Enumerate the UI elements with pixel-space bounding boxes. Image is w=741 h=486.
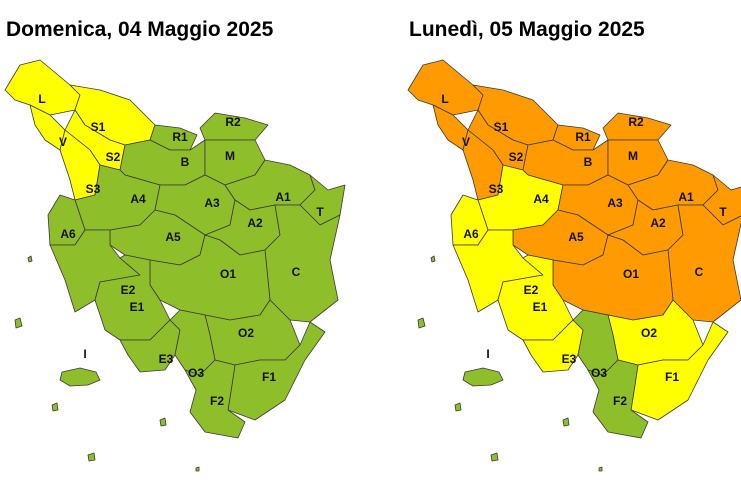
zone-label: A6 <box>60 227 76 241</box>
zone-label: F2 <box>210 394 224 408</box>
zone-label: A6 <box>463 227 479 241</box>
zone-label: R2 <box>628 115 644 129</box>
zone-label: E3 <box>562 352 577 366</box>
zone-label: B <box>181 155 190 169</box>
alert-zone <box>94 254 171 341</box>
zone-label: L <box>441 92 448 106</box>
zone-label: A5 <box>165 230 181 244</box>
zone-label: S1 <box>494 120 509 134</box>
zone-label: S2 <box>106 150 121 164</box>
zone-label: C <box>695 265 704 279</box>
zone-label: A2 <box>650 216 666 230</box>
map-title: Domenica, 04 Maggio 2025 <box>6 18 274 41</box>
zone-label: T <box>719 205 727 219</box>
alert-zone <box>667 204 741 323</box>
zone-label: A4 <box>130 192 146 206</box>
zone-label: B <box>584 155 593 169</box>
zone-label: E3 <box>159 352 174 366</box>
zone-label: A3 <box>607 196 623 210</box>
zone-label: V <box>462 135 470 149</box>
zone-label: O1 <box>623 267 639 281</box>
alert-zone <box>184 359 246 439</box>
zone-label: A2 <box>247 216 263 230</box>
zone-label: E2 <box>524 283 539 297</box>
alert-zone <box>4 59 81 116</box>
zone-label: F2 <box>613 394 627 408</box>
zone-label: O3 <box>591 366 607 380</box>
alert-zone <box>587 359 649 439</box>
zone-label: C <box>292 265 301 279</box>
zone-label: L <box>38 92 45 106</box>
zone-label: S2 <box>509 150 524 164</box>
zone-label: E2 <box>121 283 136 297</box>
zone-label: A4 <box>533 192 549 206</box>
zone-label: R1 <box>172 130 188 144</box>
zone-label: I <box>486 347 489 361</box>
zone-label: F1 <box>262 370 276 384</box>
zone-label: A1 <box>678 190 694 204</box>
zone-label: F1 <box>665 370 679 384</box>
zone-label: T <box>316 205 324 219</box>
zone-label: S3 <box>489 182 504 196</box>
map-title: Lunedì, 05 Maggio 2025 <box>409 18 645 41</box>
zone-label: E1 <box>130 300 145 314</box>
zone-label: S1 <box>91 120 106 134</box>
alert-zone <box>417 255 603 472</box>
zone-label: S3 <box>86 182 101 196</box>
zone-label: R2 <box>225 115 241 129</box>
zone-label: O2 <box>238 326 254 340</box>
zone-label: A1 <box>275 190 291 204</box>
zone-label: A3 <box>204 196 220 210</box>
zone-label: M <box>628 149 638 163</box>
alert-zone <box>407 59 484 116</box>
zone-label: I <box>83 347 86 361</box>
zone-label: E1 <box>533 300 548 314</box>
alert-zone <box>264 204 341 323</box>
alert-zone <box>14 255 200 472</box>
zone-label: O1 <box>220 267 236 281</box>
zone-label: A5 <box>568 230 584 244</box>
alert-zone <box>497 254 574 341</box>
zone-label: M <box>225 149 235 163</box>
zone-label: V <box>59 135 67 149</box>
zone-label: R1 <box>575 130 591 144</box>
zone-label: O2 <box>641 326 657 340</box>
region-map: Lunedì, 05 Maggio 2025 L V S1 S2 S3 R1 R2 B M A4 A3… <box>407 18 741 472</box>
zone-label: O3 <box>188 366 204 380</box>
region-map: Domenica, 04 Maggio 2025 L V S1 S2 S3 R1 R2 B M A4… <box>4 18 346 472</box>
